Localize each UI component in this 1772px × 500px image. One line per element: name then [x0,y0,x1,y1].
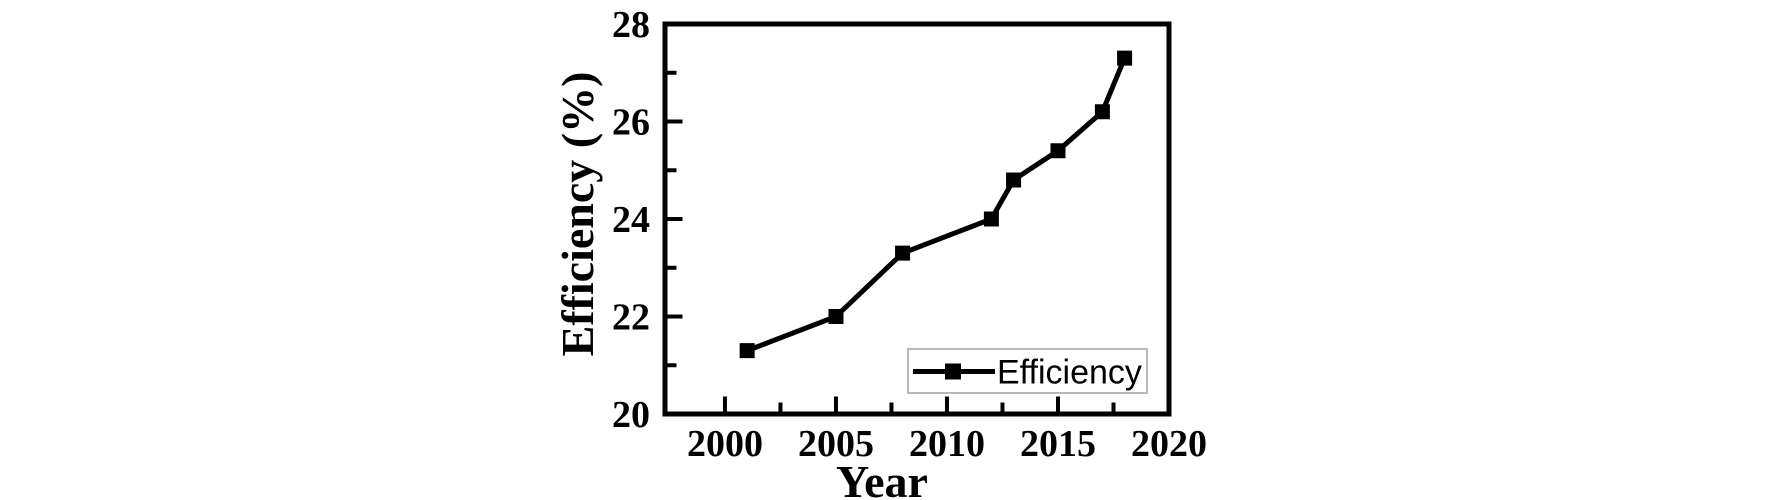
data-point-marker [1006,172,1022,188]
data-point-marker [895,245,911,261]
data-point-marker [828,309,844,324]
y-tick-label: 24 [612,199,650,241]
legend-marker [945,363,961,380]
y-tick-label: 22 [612,297,650,339]
data-point-marker [739,343,755,359]
data-series [739,50,1133,359]
series-line [746,57,1127,353]
y-tick-label: 20 [612,394,650,436]
legend-label: Efficiency [997,354,1142,392]
x-axis-title: Year [836,456,928,500]
legend: Efficiency [907,348,1148,394]
y-tick-label: 28 [612,4,650,46]
x-tick-label: 2015 [1020,423,1096,465]
y-tick-label: 26 [612,102,650,144]
data-point-marker [983,211,999,227]
data-point-marker [1094,104,1110,120]
plot-frame [662,21,1172,417]
x-tick-label: 2000 [687,423,763,465]
x-tick-label: 2010 [909,423,985,465]
axis-ticks [667,22,1171,416]
x-tick-label: 2020 [1131,423,1207,465]
x-tick-label: 2005 [798,423,874,465]
y-axis-title: Efficiency (%) [552,72,603,357]
data-point-marker [1117,50,1133,66]
data-point-marker [1050,143,1066,159]
